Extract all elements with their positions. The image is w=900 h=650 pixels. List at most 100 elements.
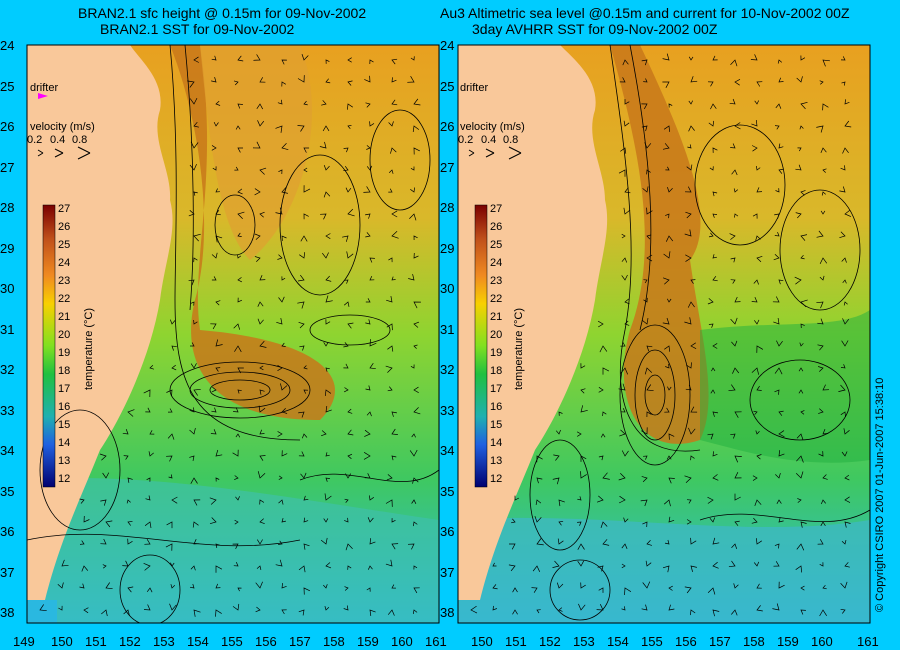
current-vector — [512, 587, 518, 593]
current-vector — [298, 321, 305, 329]
current-vector — [257, 318, 264, 325]
current-vector — [413, 407, 421, 415]
current-vector — [347, 124, 352, 130]
current-vector — [281, 518, 286, 523]
current-vector — [646, 540, 652, 546]
current-vector — [844, 521, 851, 528]
current-vector — [83, 607, 89, 614]
current-vector — [391, 411, 397, 417]
current-vector — [234, 345, 242, 353]
current-vector — [188, 279, 195, 286]
current-vector — [369, 121, 375, 127]
current-vector — [215, 367, 221, 372]
current-vector — [388, 169, 394, 174]
current-vector — [39, 604, 47, 612]
colorbar-label-2: temperature (°C) — [513, 308, 525, 390]
current-vector — [624, 187, 631, 194]
current-vector — [838, 384, 846, 392]
current-vector — [215, 339, 223, 347]
current-vector — [385, 365, 393, 373]
current-vector — [412, 125, 420, 133]
current-vector — [367, 517, 374, 523]
current-vector — [756, 187, 763, 193]
current-vector — [365, 319, 371, 325]
current-vector — [102, 472, 110, 479]
current-vector — [710, 389, 716, 394]
current-vector — [799, 125, 804, 130]
current-vector — [215, 609, 222, 617]
current-vector — [580, 388, 586, 394]
current-vector — [641, 103, 648, 110]
current-vector — [303, 543, 310, 550]
current-vector — [730, 257, 736, 263]
current-vector — [598, 455, 604, 461]
current-vector — [237, 232, 242, 237]
current-vector — [663, 499, 671, 507]
x-tick: 158 — [743, 634, 765, 649]
y-tick: 36 — [0, 524, 14, 539]
current-vector — [840, 608, 846, 614]
x-tick: 152 — [539, 634, 561, 649]
current-vector — [212, 166, 217, 171]
current-vector — [646, 384, 654, 392]
current-vector — [843, 428, 850, 435]
current-vector — [552, 560, 560, 568]
colorbar-1: 27 26 25 24 23 22 21 20 19 18 17 16 15 1… — [42, 203, 95, 488]
current-vector — [275, 559, 283, 567]
velocity-scale-0-2-2: 0.2 — [458, 134, 473, 146]
current-vector — [257, 539, 263, 545]
current-vector — [752, 475, 758, 481]
current-vector — [303, 517, 309, 523]
current-vector — [345, 473, 352, 479]
current-vector — [169, 319, 176, 325]
current-vector — [215, 300, 221, 306]
current-vector — [408, 274, 415, 281]
current-vector — [61, 559, 69, 567]
current-vector — [320, 537, 328, 545]
current-vector — [235, 496, 240, 501]
current-vector — [411, 433, 416, 438]
current-vector — [707, 587, 716, 595]
current-vector — [558, 520, 564, 526]
current-vector — [391, 584, 396, 589]
current-vector — [275, 125, 283, 133]
y-tick: 26 — [440, 119, 454, 134]
x-tick: 161 — [425, 634, 447, 649]
current-vector — [558, 499, 565, 507]
current-vector — [346, 251, 354, 259]
current-vector — [844, 496, 851, 503]
current-vector — [171, 345, 177, 351]
current-vector — [553, 454, 560, 461]
current-vector — [734, 493, 741, 501]
current-vector — [363, 452, 371, 460]
current-vector — [685, 384, 692, 391]
current-vector — [686, 164, 693, 171]
current-vector — [259, 275, 266, 281]
current-vector — [800, 101, 808, 110]
current-vector — [342, 235, 349, 242]
current-vector — [817, 539, 824, 545]
current-vector — [646, 234, 652, 240]
drifter-marker — [38, 93, 48, 99]
current-vector — [751, 367, 760, 375]
current-vector — [602, 539, 610, 546]
current-vector — [366, 587, 371, 592]
current-vector — [299, 345, 305, 351]
current-vector — [557, 538, 564, 545]
current-vector — [281, 81, 286, 87]
y-tick: 26 — [0, 119, 14, 134]
current-vector — [800, 609, 806, 615]
current-vector — [211, 407, 217, 413]
current-vector — [819, 609, 827, 617]
current-vector — [324, 389, 332, 396]
current-vector — [730, 143, 736, 149]
y-tick: 28 — [0, 200, 14, 215]
current-vector — [555, 429, 561, 435]
current-vector — [325, 367, 330, 372]
current-vector — [167, 433, 175, 440]
y-tick: 31 — [440, 322, 454, 337]
current-vector — [413, 301, 421, 309]
current-vector — [492, 584, 498, 590]
x-axis-left: 149 150 151 152 153 154 155 156 157 158 … — [13, 634, 447, 649]
current-vector — [621, 563, 626, 569]
